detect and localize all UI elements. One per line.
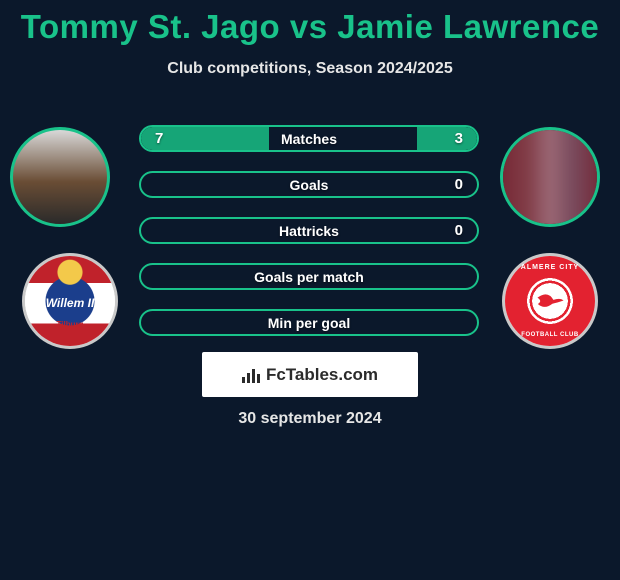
player-left-avatar (10, 127, 110, 227)
stat-label: Hattricks (141, 219, 477, 242)
stat-row: Min per goal (139, 309, 479, 336)
stat-bars: 73Matches 0Goals 0Hattricks Goals per match… (139, 125, 479, 355)
source-text: FcTables.com (266, 365, 378, 385)
player-right-avatar (500, 127, 600, 227)
club-left-badge: Willem II Tilburg (22, 253, 118, 349)
stat-label: Goals (141, 173, 477, 196)
source-badge: FcTables.com (202, 352, 418, 397)
stat-label: Goals per match (141, 265, 477, 288)
club-right-name: ALMERE CITY (505, 264, 595, 271)
stat-label: Matches (141, 127, 477, 150)
stat-label: Min per goal (141, 311, 477, 334)
page-title: Tommy St. Jago vs Jamie Lawrence (0, 0, 620, 46)
stat-row: 0Hattricks (139, 217, 479, 244)
club-left-name: Willem II (25, 296, 115, 310)
stat-row: 0Goals (139, 171, 479, 198)
chart-icon (242, 367, 262, 383)
page-subtitle: Club competitions, Season 2024/2025 (0, 60, 620, 78)
date-text: 30 september 2024 (0, 410, 620, 428)
stat-row: 73Matches (139, 125, 479, 152)
club-left-city: Tilburg (25, 320, 115, 329)
club-right-badge: ALMERE CITY FOOTBALL CLUB (502, 253, 598, 349)
stat-row: Goals per match (139, 263, 479, 290)
club-right-sub: FOOTBALL CLUB (505, 332, 595, 338)
